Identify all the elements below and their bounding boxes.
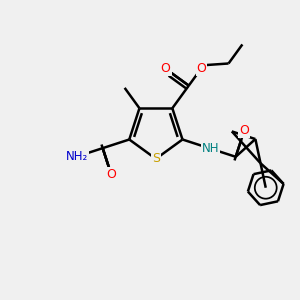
Text: S: S — [152, 152, 160, 165]
Text: O: O — [161, 62, 171, 75]
Text: O: O — [196, 61, 206, 75]
Text: O: O — [106, 168, 116, 181]
Text: NH₂: NH₂ — [66, 150, 88, 163]
Text: O: O — [239, 124, 249, 137]
Text: NH: NH — [202, 142, 219, 155]
